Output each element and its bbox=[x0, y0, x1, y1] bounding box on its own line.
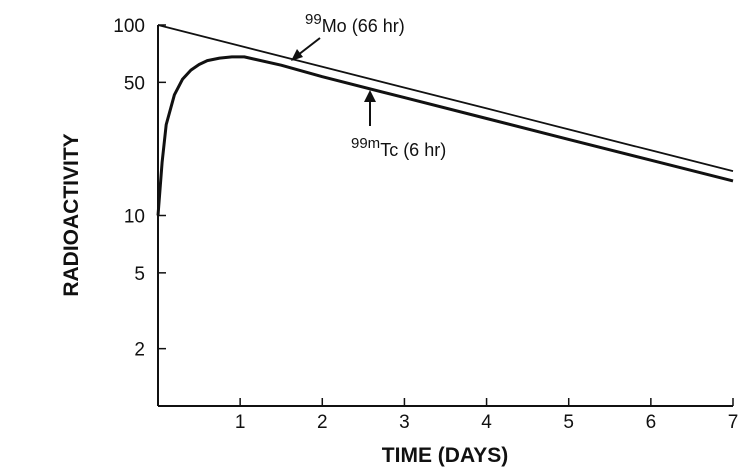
y-tick-label: 100 bbox=[113, 16, 145, 37]
tc99m-line bbox=[156, 55, 734, 216]
tc99m-annotation: 99mTc (6 hr) bbox=[351, 135, 446, 160]
x-tick-label: 6 bbox=[646, 412, 657, 433]
y-tick-label: 50 bbox=[124, 73, 145, 94]
tc99m-annotation-base: Tc (6 hr) bbox=[380, 140, 446, 160]
x-tick-label: 7 bbox=[728, 412, 739, 433]
mo99-arrowhead bbox=[291, 49, 303, 61]
x-axis-label: TIME (DAYS) bbox=[382, 444, 508, 467]
mo99-annotation-sup: 99 bbox=[305, 11, 322, 28]
mo99-annotation: 99Mo (66 hr) bbox=[305, 11, 405, 36]
mo99-annotation-base: Mo (66 hr) bbox=[322, 16, 405, 36]
mo99-line bbox=[157, 24, 734, 172]
ticks: 1 2 3 4 5 6 7 2 5 10 50 100 bbox=[113, 16, 738, 433]
axes bbox=[157, 25, 733, 407]
x-tick-label: 1 bbox=[235, 412, 246, 433]
y-axis-label: RADIOACTIVITY bbox=[60, 133, 83, 296]
x-tick-label: 5 bbox=[563, 412, 574, 433]
tc99m-arrowhead bbox=[364, 90, 376, 102]
x-tick-label: 2 bbox=[317, 412, 328, 433]
y-tick-label: 2 bbox=[134, 340, 145, 361]
y-tick-label: 10 bbox=[124, 207, 145, 228]
annotations: 99Mo (66 hr) 99mTc (6 hr) bbox=[291, 11, 446, 160]
y-tick-label: 5 bbox=[134, 264, 145, 285]
x-tick-label: 4 bbox=[481, 412, 492, 433]
mo99-arrow bbox=[297, 37, 321, 56]
tc99m-annotation-sup: 99m bbox=[351, 135, 380, 152]
series-lines bbox=[156, 24, 734, 216]
x-tick-label: 3 bbox=[399, 412, 410, 433]
